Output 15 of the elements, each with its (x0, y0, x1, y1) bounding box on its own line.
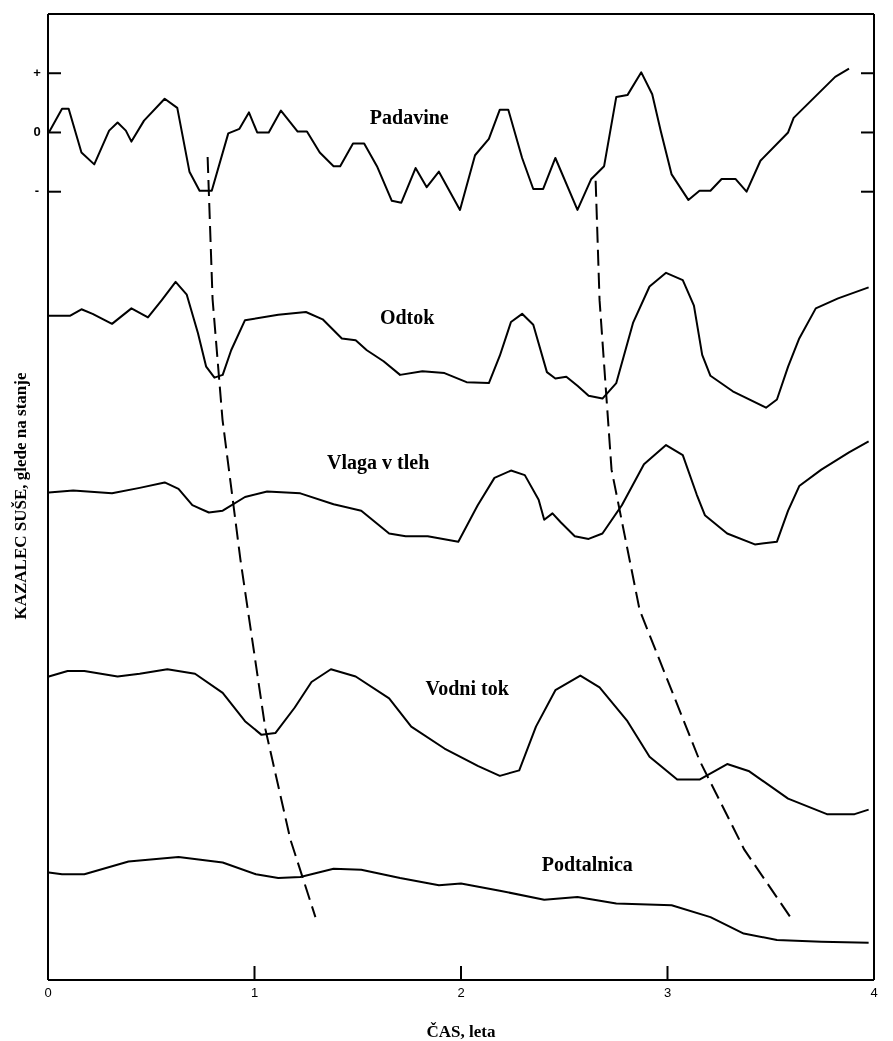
series-label: Odtok (379, 305, 436, 328)
x-tick-label: 1 (250, 985, 259, 1001)
series-label: Padavine (369, 106, 449, 129)
x-tick-label: 0 (44, 985, 52, 1001)
y-axis-title: KAZALEC SUŠE, glede na stanje (10, 372, 30, 620)
x-axis-title: ČAS, leta (426, 1022, 496, 1041)
x-tick-label: 3 (663, 985, 672, 1001)
series-label: Vlaga v tleh (327, 450, 430, 474)
series-label: Podtalnica (541, 852, 633, 875)
x-tick-label: 4 (870, 985, 878, 1001)
x-tick-label: 2 (457, 985, 465, 1001)
text: + (33, 64, 42, 80)
series-label: Vodni tok (425, 676, 510, 699)
text: - (34, 183, 40, 199)
text: 0 (33, 123, 41, 139)
